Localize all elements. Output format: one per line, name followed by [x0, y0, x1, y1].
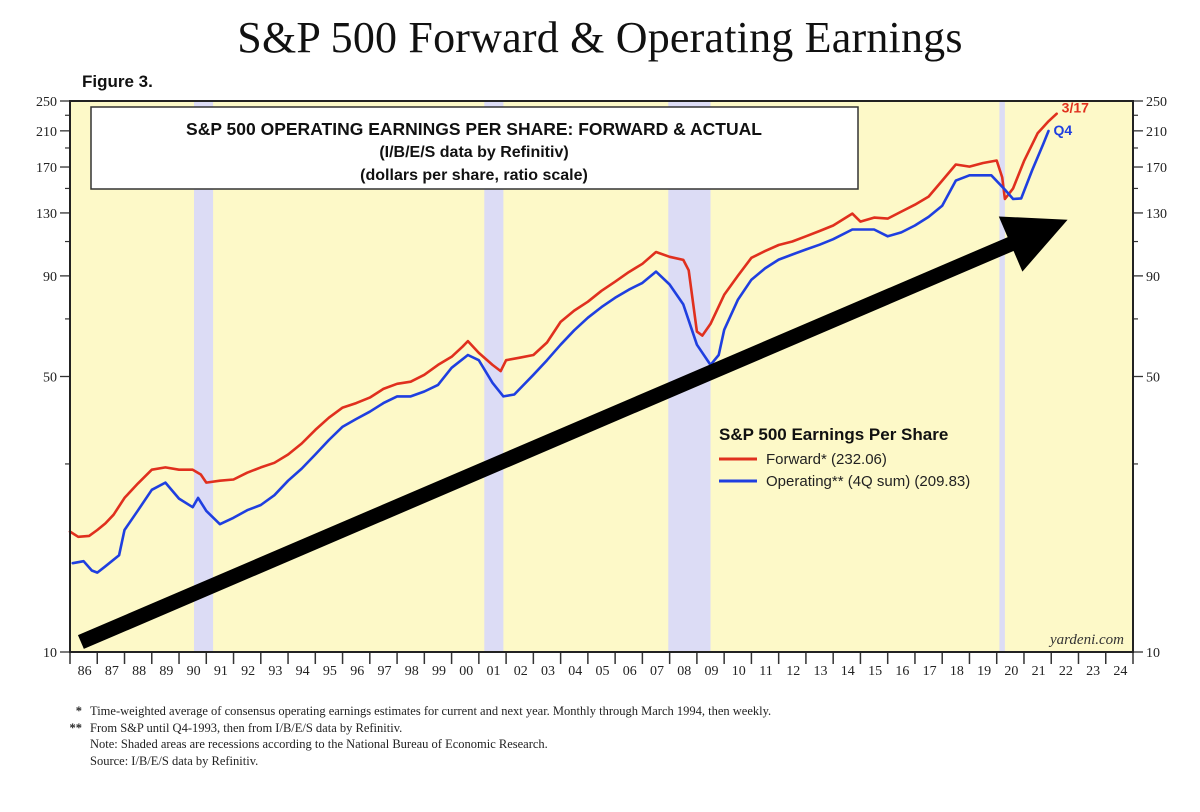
- x-tick-label: 90: [187, 664, 201, 679]
- footnote: Source: I/B/E/S data by Refinitiv.: [90, 753, 259, 768]
- y-tick-label: 50: [1146, 371, 1160, 386]
- series-line-forward: [68, 112, 1058, 539]
- x-tick-label: 08: [677, 664, 691, 679]
- trend-arrow-head: [998, 216, 1068, 272]
- x-tick-label: 89: [159, 664, 173, 679]
- x-axis: 86 87 88 89 90 91 92 93 94 95 96 97 98 99 00 01 02 03 04 05…: [69, 652, 1134, 679]
- y-tick-label: 210: [36, 125, 57, 140]
- x-tick-label: 95: [323, 664, 337, 679]
- footnote: ** From S&P until Q4-1993, then from I/B/…: [69, 720, 403, 735]
- x-tick-label: 88: [132, 664, 146, 679]
- x-tick-label: 87: [105, 664, 119, 679]
- x-tick-label: 92: [241, 664, 255, 679]
- x-tick-label: 02: [514, 664, 528, 679]
- x-tick-label: 11: [759, 664, 772, 679]
- x-tick-label: 12: [786, 664, 800, 679]
- y-tick-label: 10: [43, 646, 57, 661]
- x-tick-label: 19: [977, 664, 991, 679]
- series-line-operating: [71, 129, 1050, 574]
- plot-frame: [69, 100, 1134, 653]
- y-tick-label: 90: [43, 270, 57, 285]
- x-tick-label: 09: [705, 664, 719, 679]
- x-tick-label: 86: [78, 664, 92, 679]
- watermark: yardeni.com: [1048, 632, 1124, 648]
- x-tick-label: 13: [814, 664, 828, 679]
- footnotes: * Time-weighted average of consensus oper…: [58, 703, 772, 769]
- end-label-forward: 3/17: [1062, 100, 1089, 116]
- chart-title-box: S&P 500 OPERATING EARNINGS PER SHARE: FO…: [90, 106, 859, 190]
- y-tick-label: 10: [1146, 646, 1160, 661]
- x-tick-label: 18: [950, 664, 964, 679]
- x-tick-label: 01: [486, 664, 500, 679]
- y-tick-label: 210: [1146, 125, 1167, 140]
- x-tick-label: 93: [268, 664, 282, 679]
- chart-subtitle-1: (I/B/E/S data by Refinitiv): [379, 144, 568, 161]
- x-tick-label: 97: [377, 664, 391, 679]
- x-tick-label: 91: [214, 664, 228, 679]
- x-tick-label: 94: [296, 664, 310, 679]
- y-tick-label: 130: [1146, 207, 1167, 222]
- plot-background: [70, 101, 1133, 652]
- x-tick-label: 14: [841, 664, 855, 679]
- x-tick-label: 21: [1032, 664, 1046, 679]
- series-lines: [68, 112, 1058, 574]
- y-tick-label: 170: [36, 161, 57, 176]
- y-tick-label: 250: [1146, 95, 1167, 110]
- x-tick-label: 00: [459, 664, 473, 679]
- page-title: S&P 500 Forward & Operating Earnings: [237, 13, 963, 62]
- x-tick-label: 98: [405, 664, 419, 679]
- footnote: * Time-weighted average of consensus oper…: [75, 704, 772, 718]
- left-y-axis: 10 50 90 130 170 210 250: [36, 95, 70, 661]
- legend: S&P 500 Earnings Per Share Forward* (232…: [719, 425, 970, 490]
- x-tick-label: 04: [568, 664, 582, 679]
- x-tick-label: 99: [432, 664, 446, 679]
- footnote: Note: Shaded areas are recessions accord…: [90, 737, 548, 751]
- y-tick-label: 130: [36, 207, 57, 222]
- x-tick-label: 06: [623, 664, 637, 679]
- legend-label-operating: Operating** (4Q sum) (209.83): [766, 473, 970, 490]
- y-tick-label: 50: [43, 371, 57, 386]
- x-tick-label: 24: [1113, 664, 1127, 679]
- trend-arrow-shaft: [77, 235, 1018, 649]
- chart-subtitle-2: (dollars per share, ratio scale): [360, 167, 588, 184]
- chart-title: S&P 500 OPERATING EARNINGS PER SHARE: FO…: [186, 119, 762, 139]
- end-label-operating: Q4: [1054, 122, 1073, 138]
- x-tick-label: 10: [732, 664, 746, 679]
- trend-arrow: [77, 216, 1068, 649]
- legend-title: S&P 500 Earnings Per Share: [719, 425, 948, 444]
- legend-label-forward: Forward* (232.06): [766, 451, 887, 468]
- x-tick-label: 22: [1059, 664, 1073, 679]
- x-tick-label: 05: [596, 664, 610, 679]
- x-tick-label: 23: [1086, 664, 1100, 679]
- x-tick-label: 07: [650, 664, 664, 679]
- x-tick-label: 16: [895, 664, 909, 679]
- recession-band: [484, 101, 504, 652]
- x-tick-label: 96: [350, 664, 364, 679]
- figure-label: Figure 3.: [82, 72, 153, 91]
- x-tick-label: 15: [868, 664, 882, 679]
- x-tick-label: 20: [1004, 664, 1018, 679]
- x-tick-label: 03: [541, 664, 555, 679]
- recession-band: [999, 101, 1005, 652]
- right-y-axis: 10 50 90 130 170 210 250: [1133, 95, 1167, 661]
- y-tick-label: 170: [1146, 161, 1167, 176]
- y-tick-label: 90: [1146, 270, 1160, 285]
- y-tick-label: 250: [36, 95, 57, 110]
- x-tick-label: 17: [923, 664, 937, 679]
